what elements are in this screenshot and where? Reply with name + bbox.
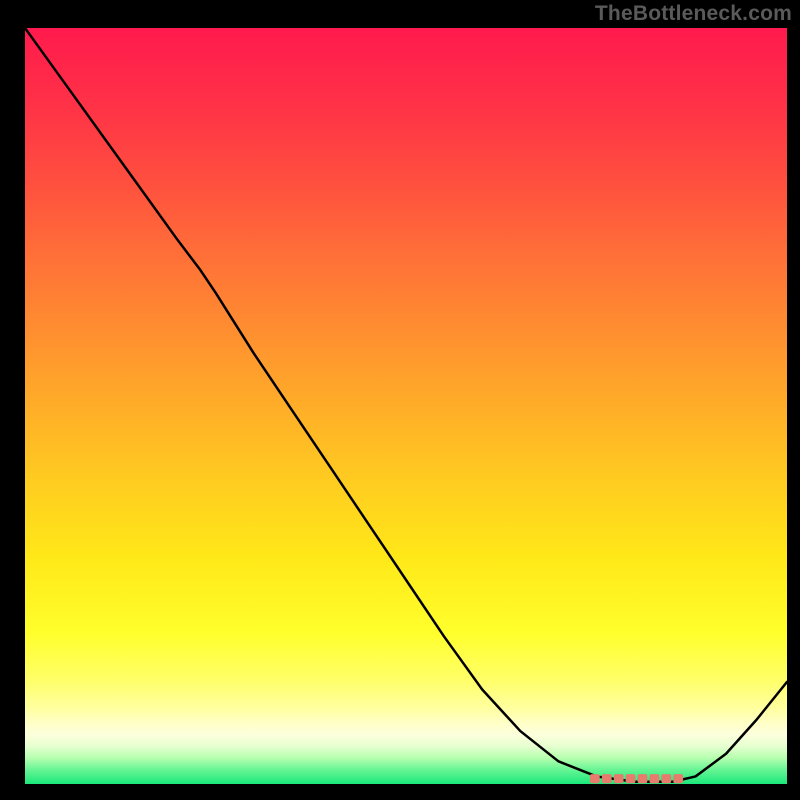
gradient-background: [25, 28, 787, 784]
attribution-text: TheBottleneck.com: [595, 2, 792, 26]
plot-svg: [25, 28, 787, 784]
bottleneck-chart: TheBottleneck.com: [0, 0, 800, 800]
